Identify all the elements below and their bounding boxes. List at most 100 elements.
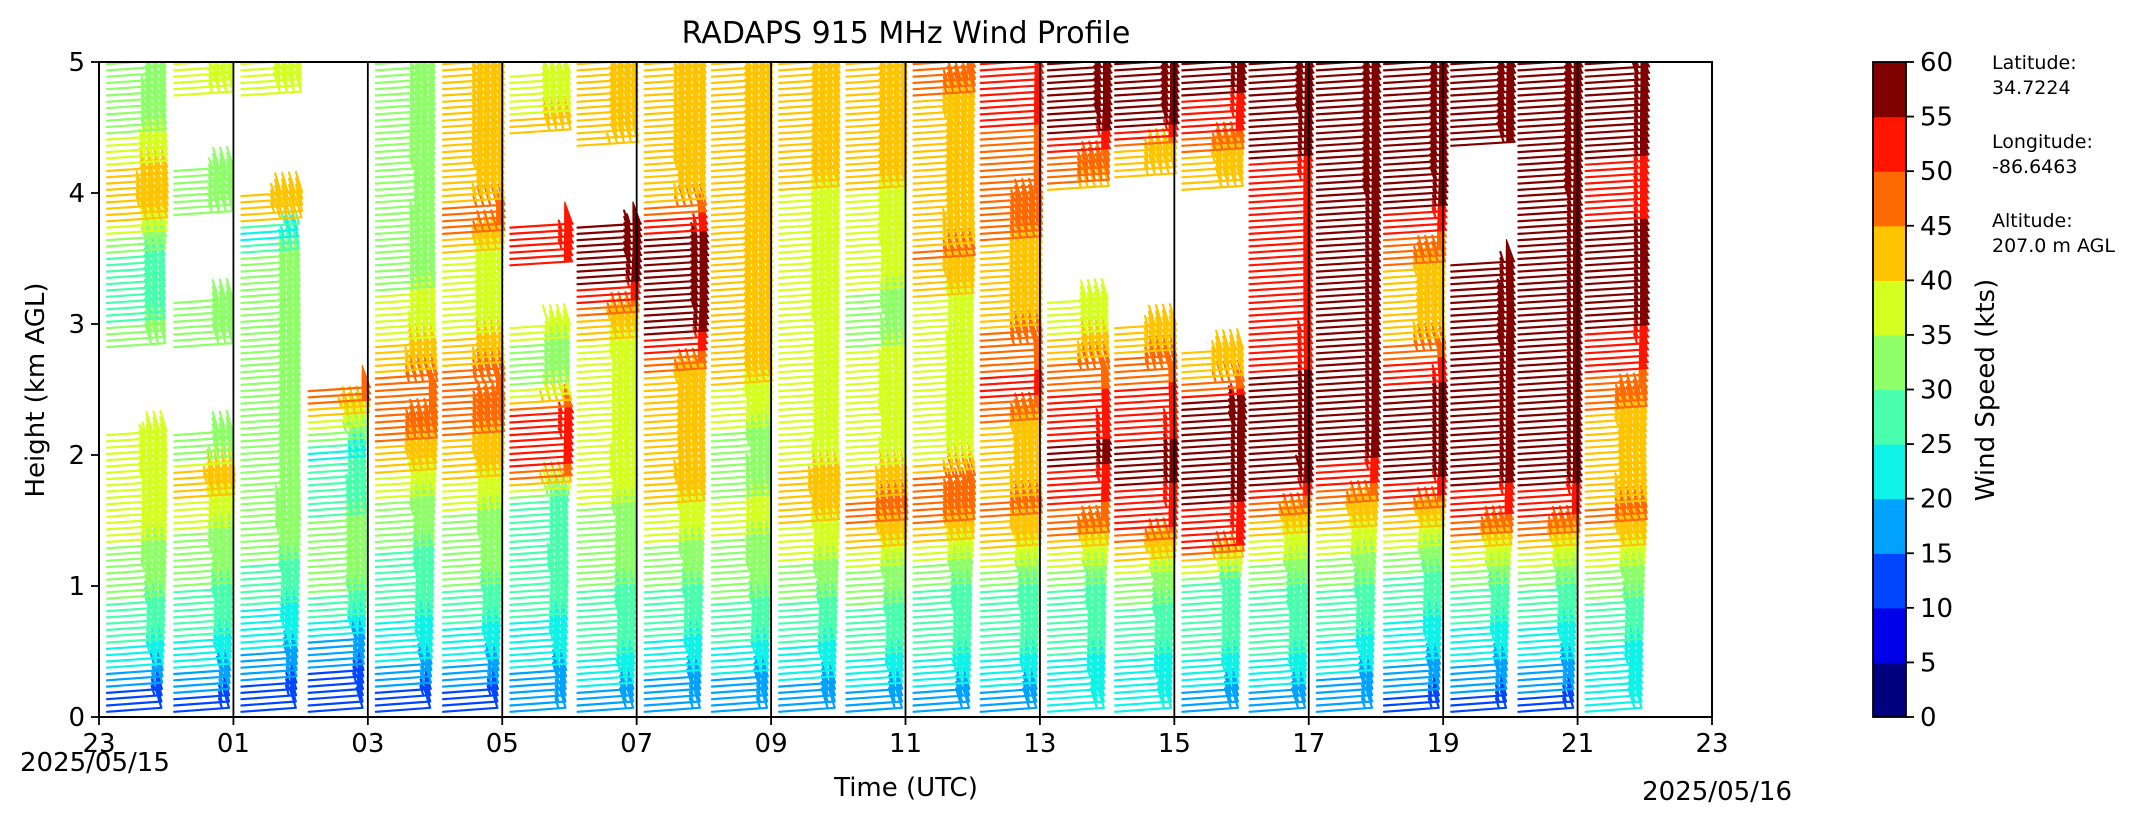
wind-barb: [1114, 524, 1179, 531]
wind-barb: [1046, 623, 1107, 650]
wind-barb: [240, 290, 301, 317]
wind-barb: [240, 246, 301, 273]
wind-barb: [374, 240, 436, 267]
wind-barb: [1181, 471, 1247, 487]
wind-barb: [374, 89, 436, 116]
wind-barb: [979, 573, 1040, 600]
latitude-label: Latitude:: [1992, 52, 2077, 74]
wind-barb: [778, 516, 840, 544]
wind-barb: [845, 296, 906, 323]
wind-barb: [240, 296, 301, 323]
wind-barb: [105, 62, 167, 85]
wind-barb: [1382, 498, 1446, 525]
wind-barb: [1114, 452, 1180, 468]
altitude-value: 207.0 m AGL: [1992, 235, 2115, 257]
wind-barb: [979, 134, 1044, 141]
wind-barb: [1382, 504, 1446, 531]
wind-barb: [576, 234, 643, 261]
wind-barb: [1315, 492, 1380, 500]
wind-barb: [374, 404, 439, 411]
wind-barb: [1248, 433, 1314, 449]
wind-barb: [1382, 680, 1440, 707]
wind-barb: [307, 674, 364, 701]
wind-barb: [979, 191, 1044, 198]
wind-barb: [845, 535, 907, 562]
wind-barb: [576, 661, 635, 688]
wind-barb: [643, 516, 705, 544]
wind-barb: [1450, 529, 1513, 556]
wind-barb: [1114, 592, 1174, 619]
wind-barb: [1046, 516, 1110, 544]
wind-barb: [441, 290, 504, 317]
wind-barb: [1517, 529, 1580, 556]
wind-barb: [912, 542, 974, 569]
wind-barb: [576, 89, 639, 116]
wind-barb: [1450, 427, 1516, 443]
wind-barb: [1181, 145, 1244, 173]
wind-barb: [1046, 492, 1112, 500]
wind-barb: [173, 416, 234, 443]
wind-barb: [979, 348, 1044, 355]
wind-barb: [643, 228, 710, 254]
wind-barb: [979, 315, 1043, 342]
wind-barb: [979, 630, 1039, 657]
wind-barb: [1315, 439, 1382, 456]
wind-barb: [374, 579, 435, 606]
wind-barb: [374, 642, 433, 669]
wind-barb: [1517, 408, 1583, 424]
wind-barb: [1046, 630, 1107, 657]
wind-barb: [778, 240, 840, 267]
wind-barb: [576, 454, 639, 481]
wind-barb: [1450, 395, 1516, 411]
wind-barb: [1248, 184, 1314, 191]
wind-barb: [1114, 630, 1174, 657]
wind-barb: [441, 209, 506, 217]
wind-barb: [307, 516, 368, 544]
wind-barb: [845, 259, 907, 286]
wind-barb: [374, 290, 437, 317]
wind-barb: [1248, 209, 1313, 217]
wind-barb: [240, 579, 300, 606]
wind-barb: [576, 83, 639, 110]
x-tick-label: 17: [1292, 729, 1325, 759]
wind-barb: [1114, 102, 1180, 129]
wind-barb: [778, 359, 840, 386]
wind-barb: [643, 342, 709, 349]
wind-barb: [1382, 303, 1446, 330]
wind-barb: [105, 164, 169, 191]
wind-barb: [1114, 686, 1173, 713]
wind-barb: [979, 542, 1041, 569]
wind-barb: [240, 667, 298, 694]
wind-barb: [1584, 416, 1647, 443]
wind-barb: [1114, 373, 1178, 380]
wind-barb: [1584, 213, 1650, 229]
wind-barb: [710, 62, 774, 85]
wind-barb: [912, 340, 975, 367]
wind-barb: [1584, 598, 1645, 625]
wind-barb: [1382, 573, 1443, 600]
wind-barb: [1181, 535, 1245, 562]
wind-barb: [240, 391, 301, 418]
wind-barb: [979, 65, 1045, 72]
wind-barb: [1315, 485, 1379, 512]
wind-barb: [441, 139, 505, 166]
wind-barb: [643, 422, 706, 449]
wind-barb: [1584, 410, 1648, 437]
wind-barb: [778, 70, 841, 97]
wind-barb: [105, 208, 168, 235]
wind-barb: [778, 604, 838, 632]
wind-barb: [1315, 623, 1375, 650]
wind-barb: [845, 315, 907, 342]
wind-barb: [1315, 250, 1382, 267]
wind-barb: [912, 71, 977, 78]
wind-barb: [509, 467, 574, 474]
wind-barb: [1382, 383, 1449, 399]
wind-barb: [1114, 661, 1173, 688]
wind-barb: [1584, 175, 1650, 191]
wind-barb: [1584, 586, 1645, 613]
wind-barb: [1181, 158, 1244, 185]
wind-barb: [1248, 228, 1313, 235]
wind-barb: [441, 441, 505, 468]
wind-barb: [710, 322, 773, 349]
wind-barb: [710, 504, 773, 531]
